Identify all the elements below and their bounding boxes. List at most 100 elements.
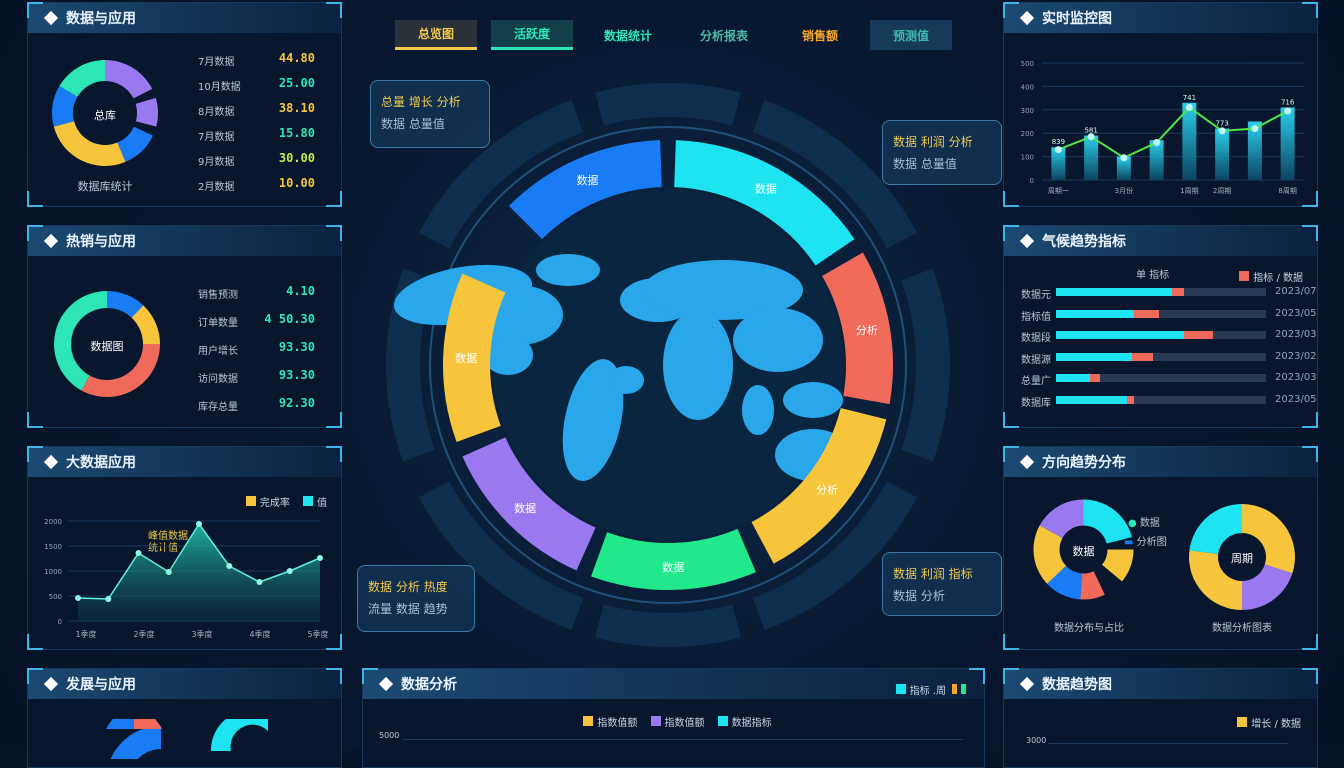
ring-segment[interactable] <box>508 140 662 240</box>
row-value: 30.00 <box>278 151 315 165</box>
continent-shape <box>643 260 803 320</box>
callout-text: 数据 分析 <box>893 589 945 603</box>
bar[interactable] <box>1116 156 1131 180</box>
panel-trend: 数据趋势图 增长 / 数据 3000 <box>1003 668 1318 768</box>
data-point[interactable] <box>165 569 172 575</box>
donut-segment <box>1080 571 1105 600</box>
donut-segment <box>105 60 153 99</box>
outer-ring-segment <box>752 100 917 249</box>
bar[interactable] <box>1247 121 1262 181</box>
donut-segment <box>1047 565 1082 600</box>
legend-label: 数据指标 <box>731 717 772 729</box>
panel-big-data: 大数据应用 完成率 值 峰值数据 统计值 0 500 1000 1500 2000 1季度 2… <box>27 446 342 650</box>
tab-4[interactable]: 销售额 <box>801 28 838 43</box>
data-point[interactable] <box>196 521 202 527</box>
panel-header: 气候趋势指标 <box>1004 226 1317 256</box>
bar[interactable] <box>1149 140 1164 180</box>
tab-1[interactable]: 活跃度 <box>491 20 573 50</box>
continent-shape <box>783 382 843 418</box>
line-point[interactable] <box>1218 127 1226 135</box>
data-point[interactable] <box>226 563 233 569</box>
outer-ring-segment <box>595 83 741 126</box>
bar-row-label: 数据库 <box>1021 397 1051 409</box>
bar-row-value: 2023/05 <box>1275 307 1317 319</box>
data-point[interactable] <box>286 568 293 574</box>
ring-segment[interactable] <box>443 273 506 442</box>
line-point[interactable] <box>1284 107 1292 115</box>
row-label: 7月数据 <box>198 132 235 143</box>
line-point[interactable] <box>1120 154 1128 162</box>
donut-segment <box>117 126 153 162</box>
tab-2[interactable]: 数据统计 <box>603 28 652 43</box>
gridline <box>403 739 963 740</box>
panel-title: 实时监控图 <box>1042 11 1112 27</box>
donut-center-label: 数据 <box>1072 545 1095 558</box>
bar[interactable] <box>1280 107 1295 180</box>
donut-legend: ▬ 分析图 <box>1124 537 1167 548</box>
line-point[interactable] <box>1251 125 1259 133</box>
line-point[interactable] <box>1153 139 1161 147</box>
x-tick-label: 5季度 <box>307 629 328 639</box>
donut-segment <box>1189 504 1242 554</box>
ring-segment[interactable] <box>462 437 596 571</box>
tab-5[interactable]: 预测值 <box>870 20 952 50</box>
ring-segment-label: 分析 <box>816 482 838 496</box>
row-value: 4.10 <box>286 284 315 298</box>
outer-ring-segment <box>752 481 917 630</box>
ring-segment-label: 数据 <box>576 173 598 187</box>
data-point[interactable] <box>105 596 112 602</box>
x-tick-label: 3月份 <box>1115 186 1133 195</box>
bar-label: 716 <box>1281 98 1295 106</box>
data-point[interactable] <box>317 555 323 561</box>
line-point[interactable] <box>1185 103 1193 111</box>
bar-row-label: 指标值 <box>1021 311 1051 323</box>
diamond-icon <box>43 10 59 26</box>
bar[interactable] <box>1084 135 1099 180</box>
ring-segment[interactable] <box>591 528 756 590</box>
outer-ring-segment <box>419 100 584 249</box>
data-point[interactable] <box>256 579 263 585</box>
bar[interactable] <box>1051 147 1066 180</box>
bar-row-label: 总量广 <box>1021 376 1051 387</box>
row-value: 10.00 <box>278 176 315 190</box>
panel-title: 大数据应用 <box>66 455 136 471</box>
row-label: 8月数据 <box>198 107 235 118</box>
y-tick-label: 1500 <box>44 543 62 551</box>
callout-title: 数据 利润 指标 <box>893 567 973 581</box>
ring-line <box>429 126 907 604</box>
panel-header: 数据趋势图 <box>1004 669 1317 699</box>
panel-climate: 气候趋势指标 单 指标 指标 / 数据 数据元 2023/07 指标值 2023/05… <box>1003 225 1318 428</box>
continent-shape <box>608 366 644 394</box>
bar[interactable] <box>1182 102 1197 180</box>
chart-legend: 增长 / 数据 <box>1229 712 1301 731</box>
ring-segment[interactable] <box>822 252 893 405</box>
bar[interactable] <box>1215 128 1230 180</box>
callout-bottom-left: 数据 分析 热度 流量 数据 趋势 <box>357 565 475 632</box>
bar-fill-secondary <box>1089 374 1101 382</box>
donut-chart <box>52 60 158 166</box>
panel-title: 热销与应用 <box>66 234 136 250</box>
tab-3[interactable]: 分析报表 <box>699 28 748 43</box>
row-value: 15.80 <box>278 126 315 140</box>
panel-title: 气候趋势指标 <box>1042 234 1126 250</box>
outer-ring-segment <box>419 481 584 630</box>
data-point[interactable] <box>75 595 81 601</box>
tab-0[interactable]: 总览图 <box>395 20 477 50</box>
legend-label: 值 <box>317 497 327 509</box>
y-tick-label: 500 <box>49 593 62 601</box>
line-point[interactable] <box>1087 133 1095 141</box>
diamond-icon <box>1019 454 1035 470</box>
callout-title: 数据 分析 热度 <box>368 580 448 594</box>
donut-segment <box>1039 499 1084 538</box>
data-point[interactable] <box>135 550 142 556</box>
line-point[interactable] <box>1054 146 1062 154</box>
row-value: 92.30 <box>278 396 315 410</box>
continent-shape <box>562 359 624 481</box>
y-tick-label: 0 <box>1030 177 1034 185</box>
donut-center-label: 数据图 <box>90 340 124 353</box>
panel-header: 大数据应用 <box>28 447 341 477</box>
ring-segment[interactable] <box>751 408 887 564</box>
bar-fill-secondary <box>1127 395 1134 404</box>
ring-segment[interactable] <box>674 140 855 266</box>
callout-text: 数据 总量值 <box>381 117 445 131</box>
